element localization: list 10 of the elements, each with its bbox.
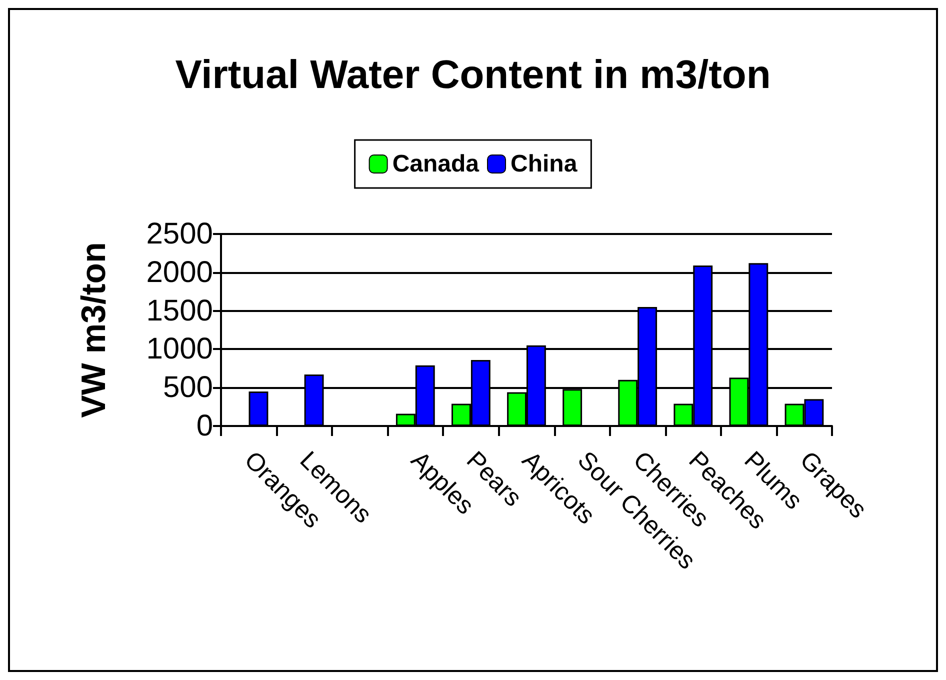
y-tick-label: 0 xyxy=(196,410,213,442)
y-tick-label: 1000 xyxy=(146,332,213,366)
y-tick-label: 500 xyxy=(162,371,213,404)
y-tick-label: 1500 xyxy=(146,294,213,328)
legend-label: China xyxy=(510,150,578,178)
y-tick-label: 2000 xyxy=(146,256,213,289)
legend-label: Canada xyxy=(392,150,480,178)
chart-title: Virtual Water Content in m3/ton xyxy=(175,53,771,97)
y-tick-label: 2500 xyxy=(146,218,213,250)
y-axis-title: VW m3/ton xyxy=(75,242,113,418)
